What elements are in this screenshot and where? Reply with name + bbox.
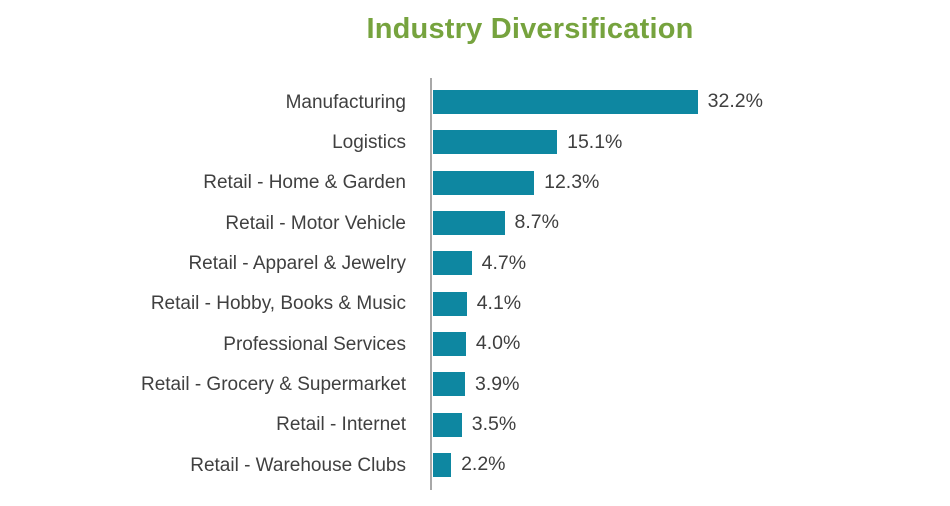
bar <box>433 130 558 155</box>
category-label: Retail - Apparel & Jewelry <box>188 252 406 274</box>
category-label: Retail - Home & Garden <box>203 172 406 194</box>
bar <box>433 412 462 437</box>
category-label: Retail - Grocery & Supermarket <box>140 373 406 395</box>
bar <box>433 90 698 115</box>
category-label: Logistics <box>332 131 406 153</box>
bar-row: Manufacturing 32.2% <box>0 82 950 122</box>
bar <box>433 170 535 195</box>
bar-rows: Manufacturing 32.2% Logistics 15.1% Retail -… <box>0 82 950 485</box>
value-label: 4.1% <box>476 292 522 315</box>
bar <box>433 251 472 276</box>
bar-row: Professional Services 4.0% <box>0 324 950 364</box>
category-label: Retail - Motor Vehicle <box>225 212 406 234</box>
category-label: Retail - Hobby, Books & Music <box>150 293 406 315</box>
y-axis-line <box>430 78 432 490</box>
bar <box>433 211 505 236</box>
value-label: 4.0% <box>475 332 521 355</box>
value-label: 8.7% <box>514 211 559 234</box>
value-label: 3.5% <box>471 413 517 436</box>
bar-row: Retail - Warehouse Clubs 2.2% <box>0 445 950 485</box>
bar <box>433 453 452 478</box>
bar <box>433 332 466 357</box>
bar <box>433 291 467 316</box>
bar <box>433 372 466 397</box>
bar-row: Retail - Apparel & Jewelry 4.7% <box>0 243 950 283</box>
bar-row: Retail - Internet 3.5% <box>0 405 950 445</box>
value-label: 2.2% <box>461 453 506 476</box>
value-label: 3.9% <box>475 372 520 395</box>
category-label: Retail - Internet <box>276 414 406 436</box>
bar-row: Logistics 15.1% <box>0 122 950 162</box>
bar-row: Retail - Home & Garden 12.3% <box>0 163 950 203</box>
category-label: Retail - Warehouse Clubs <box>190 454 406 476</box>
bar-row: Retail - Hobby, Books & Music 4.1% <box>0 284 950 324</box>
value-label: 32.2% <box>707 90 763 113</box>
value-label: 15.1% <box>567 130 623 153</box>
bar-row: Retail - Motor Vehicle 8.7% <box>0 203 950 243</box>
chart-title: Industry Diversification <box>366 13 694 45</box>
value-label: 4.7% <box>481 251 527 274</box>
value-label: 12.3% <box>544 171 600 194</box>
category-label: Professional Services <box>223 333 406 355</box>
category-label: Manufacturing <box>285 91 406 113</box>
bar-row: Retail - Grocery & Supermarket 3.9% <box>0 364 950 404</box>
